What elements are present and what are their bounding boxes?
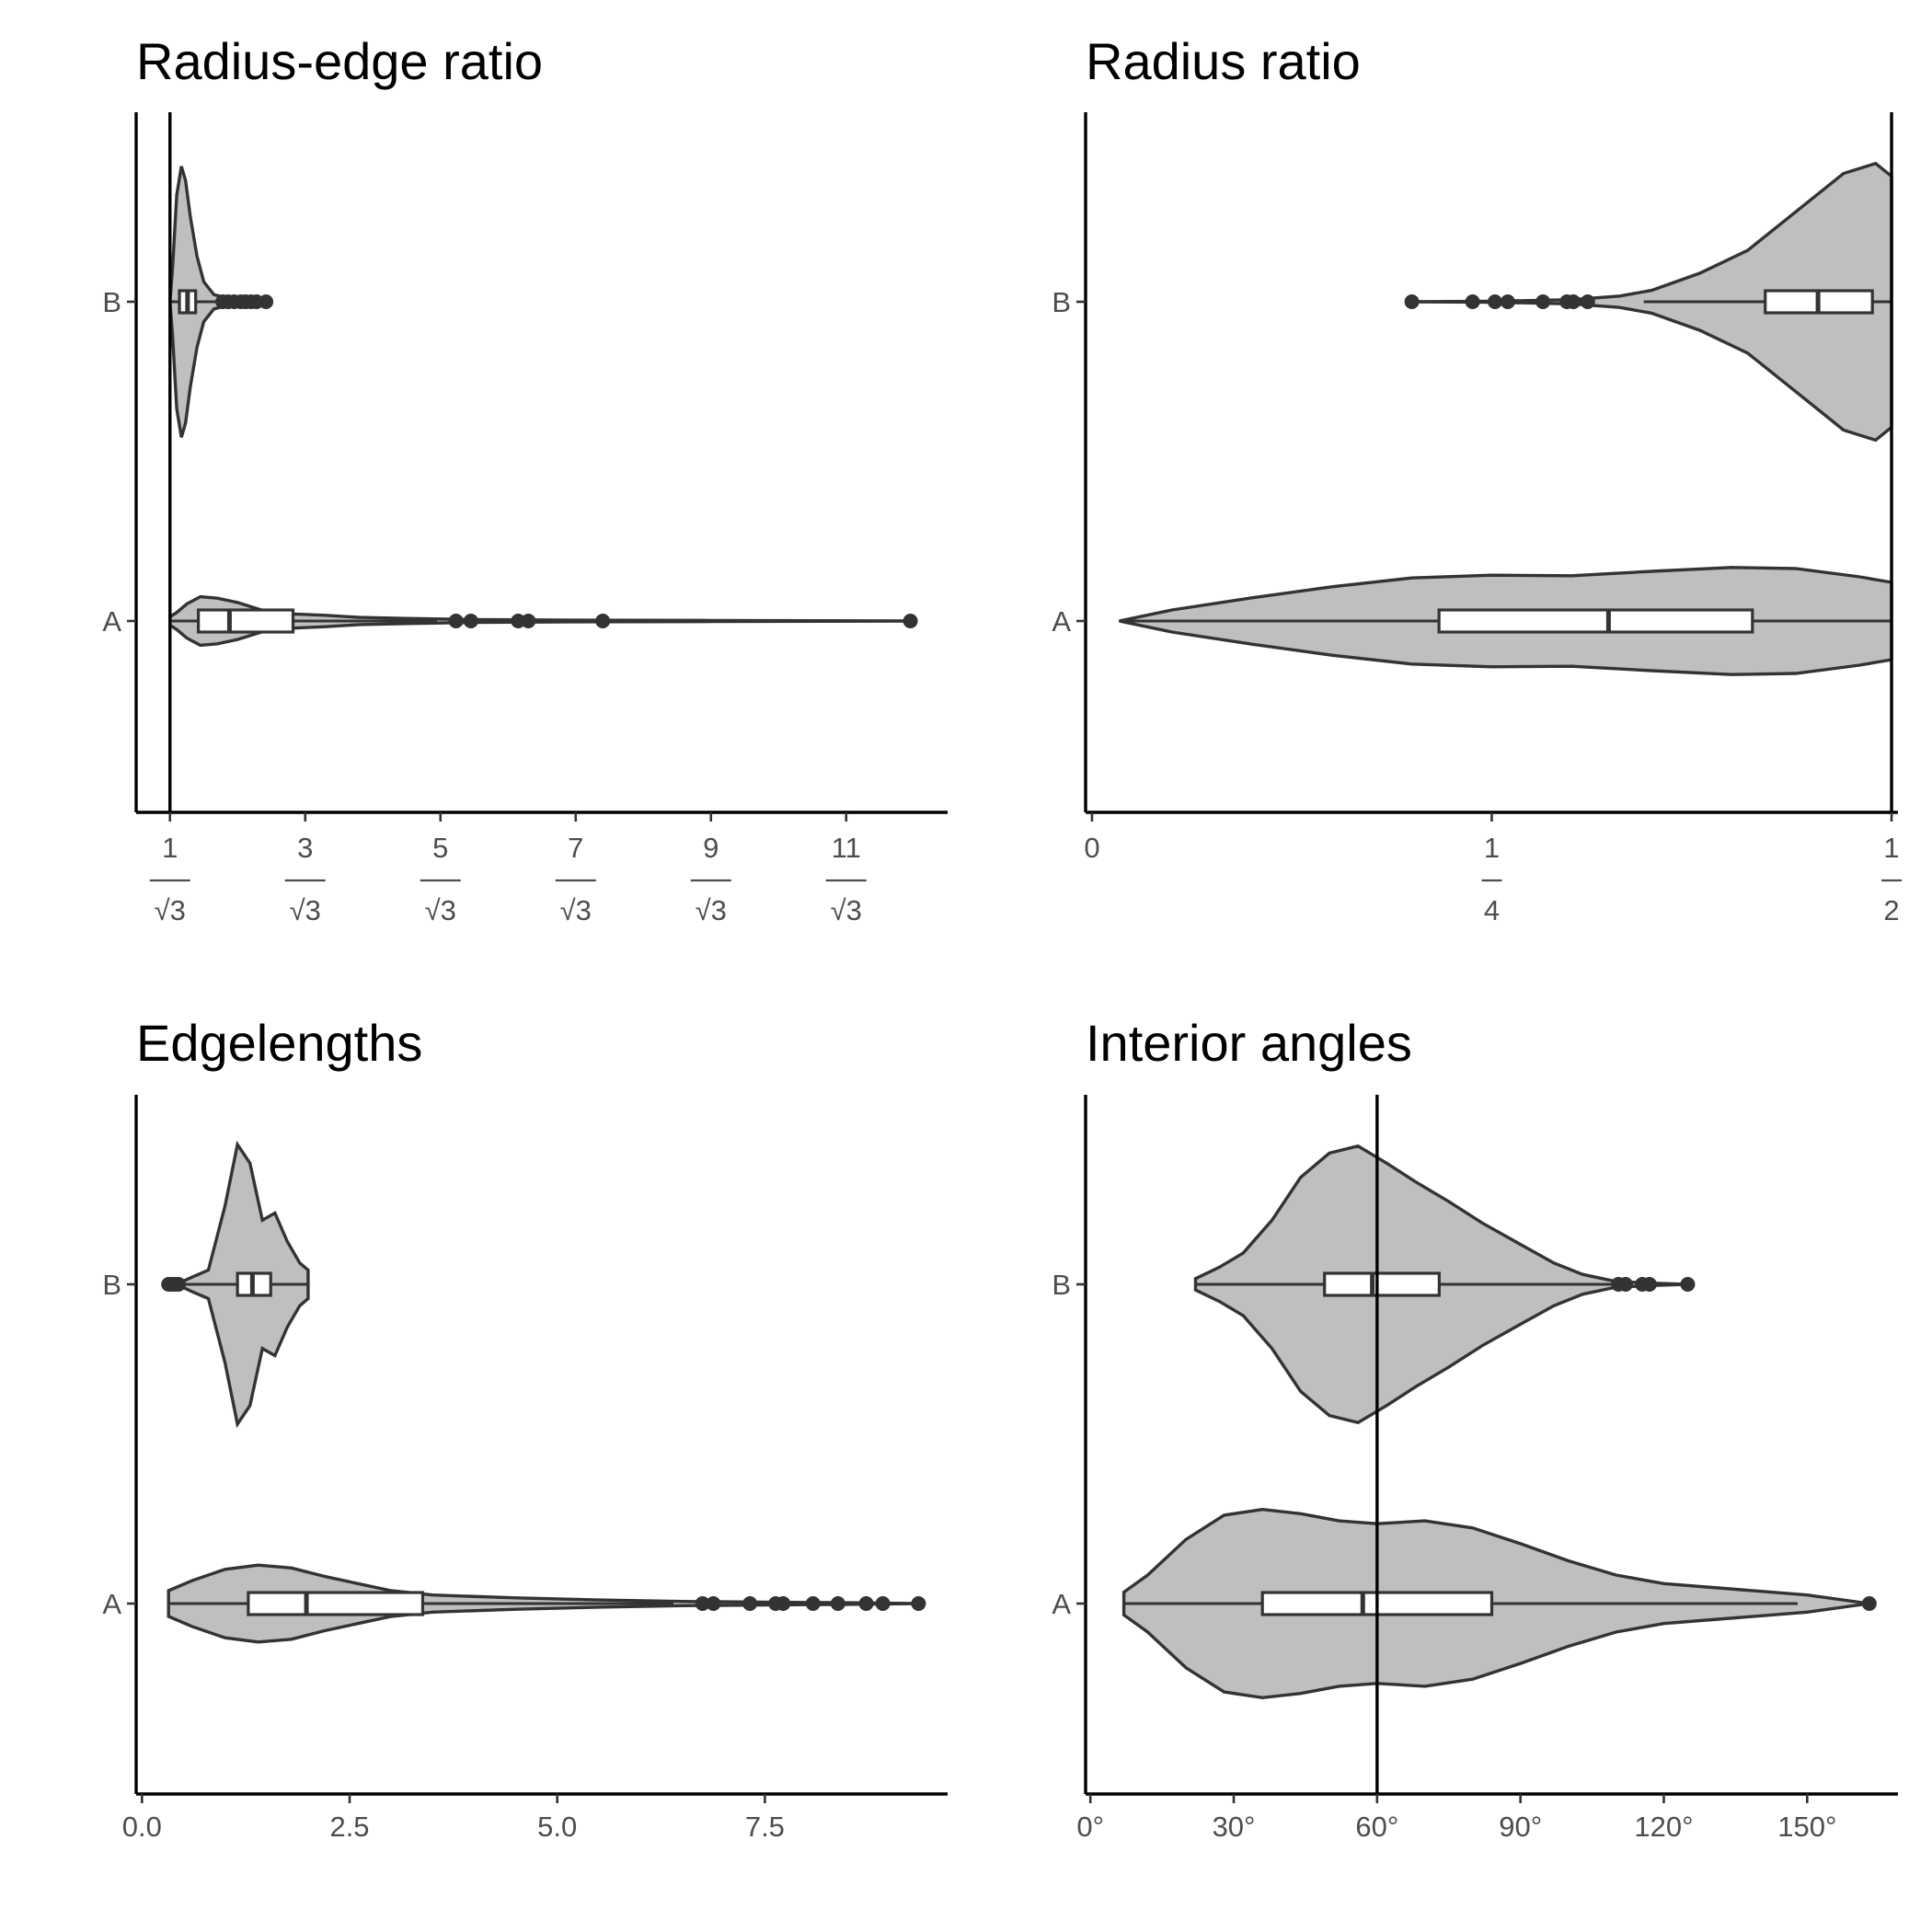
panel-title: Edgelengths — [136, 1014, 422, 1072]
box-A — [197, 608, 295, 634]
panel-edgelengths: Edgelengths B A 0.0 2.5 5.0 7.5 — [102, 1014, 948, 1843]
x-tick-label-90: 90° — [1499, 1811, 1542, 1843]
panel-title: Interior angles — [1086, 1014, 1412, 1072]
x-tick-denominator-5: √3 — [425, 894, 456, 926]
x-tick-denominator-1: √3 — [155, 894, 186, 926]
outlier-A-5 — [903, 614, 918, 628]
x-tick-denominator-0p5: 2 — [1883, 894, 1899, 926]
x-tick-numerator-1: 1 — [162, 832, 178, 864]
violin-A — [168, 594, 911, 648]
x-tick-numerator-5: 5 — [432, 832, 448, 864]
outlier-B-1 — [1617, 1277, 1633, 1292]
outlier-B-3 — [1641, 1277, 1657, 1292]
y-tick-label-A: A — [1052, 1588, 1071, 1620]
outlier-A-3 — [521, 614, 536, 628]
x-tick-numerator-11: 11 — [832, 832, 861, 864]
panel-interior_angles: Interior angles B A 0° 30° 60° 90° 120° 150° — [1052, 1014, 1898, 1843]
panel-radius_ratio: Radius ratio B A 0 1 4 1 2 — [1052, 32, 1903, 926]
x-tick-label-30: 30° — [1213, 1811, 1256, 1843]
x-tick-denominator-11: √3 — [831, 894, 862, 926]
outlier-A-7 — [858, 1596, 874, 1611]
y-tick-label-A: A — [1052, 605, 1071, 638]
x-tick-numerator-3: 3 — [297, 832, 313, 864]
outlier-A-4 — [595, 614, 611, 628]
outlier-B-1 — [1465, 294, 1480, 309]
x-tick-label-5: 5.0 — [537, 1811, 577, 1843]
x-tick-label-0: 0.0 — [122, 1811, 162, 1843]
y-tick-label-B: B — [1052, 1269, 1071, 1301]
outlier-A-9 — [911, 1596, 926, 1611]
outlier-A-5 — [805, 1596, 821, 1611]
box-B — [1323, 1271, 1441, 1297]
panel-radius_edge: Radius-edge ratio B A 1 √3 3 √3 5 √3 7 √3 9 √3 11 √3 — [102, 32, 948, 926]
outlier-A-6 — [830, 1596, 845, 1611]
outlier-A-0 — [1861, 1596, 1877, 1611]
x-tick-numerator-0p25: 1 — [1484, 832, 1500, 864]
y-tick-label-A: A — [102, 605, 121, 638]
x-tick-label-120: 120° — [1634, 1811, 1693, 1843]
box-A — [1437, 608, 1754, 634]
outlier-A-2 — [742, 1596, 758, 1611]
outlier-A-0 — [695, 1596, 710, 1611]
panel-title: Radius-edge ratio — [136, 32, 543, 90]
x-tick-label-60: 60° — [1355, 1811, 1398, 1843]
x-tick-numerator-7: 7 — [568, 832, 583, 864]
x-tick-label-2p5: 2.5 — [329, 1811, 369, 1843]
outlier-B-2 — [1487, 294, 1502, 309]
outlier-B-4 — [1535, 294, 1551, 309]
x-tick-label-0: 0 — [1084, 832, 1099, 864]
box-A — [247, 1591, 425, 1616]
outlier-B-6 — [1566, 294, 1581, 309]
outlier-A-4 — [776, 1596, 791, 1611]
x-tick-denominator-9: √3 — [696, 894, 727, 926]
y-tick-label-A: A — [102, 1588, 121, 1620]
outlier-B-3 — [171, 1277, 187, 1292]
x-tick-denominator-0p25: 4 — [1484, 894, 1500, 926]
outlier-A-1 — [706, 1596, 721, 1611]
x-tick-numerator-9: 9 — [703, 832, 719, 864]
outlier-A-8 — [875, 1596, 891, 1611]
outlier-B-0 — [1404, 294, 1420, 309]
y-tick-label-B: B — [1052, 286, 1071, 318]
outlier-A-1 — [463, 614, 478, 628]
y-tick-label-B: B — [102, 1269, 121, 1301]
x-tick-label-0: 0° — [1076, 1811, 1104, 1843]
x-tick-label-7p5: 7.5 — [745, 1811, 785, 1843]
outlier-B-7 — [259, 294, 274, 309]
outlier-A-0 — [448, 614, 464, 628]
outlier-A-2 — [511, 614, 526, 628]
x-tick-denominator-3: √3 — [290, 894, 321, 926]
outlier-B-7 — [1580, 294, 1595, 309]
x-tick-label-150: 150° — [1777, 1811, 1836, 1843]
panel-title: Radius ratio — [1086, 32, 1361, 90]
outlier-B-4 — [1680, 1277, 1696, 1292]
y-tick-label-B: B — [102, 286, 121, 318]
x-tick-numerator-0p5: 1 — [1883, 832, 1899, 864]
x-tick-denominator-7: √3 — [560, 894, 592, 926]
outlier-B-3 — [1500, 294, 1515, 309]
